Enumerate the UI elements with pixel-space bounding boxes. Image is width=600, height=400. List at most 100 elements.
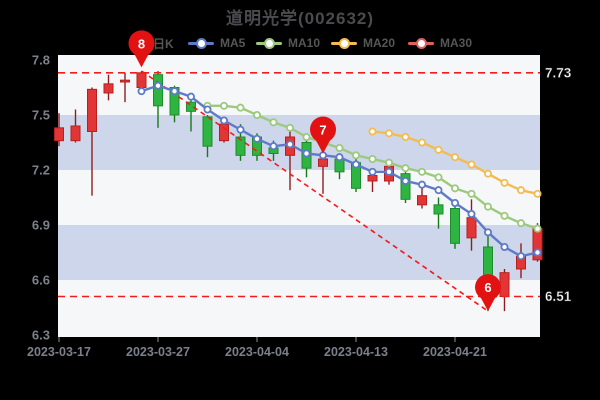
legend-item-ma5[interactable]: MA5 <box>188 35 245 51</box>
marker-8-balloon <box>128 30 155 57</box>
ma5-point <box>137 87 146 96</box>
background-band <box>58 115 540 170</box>
ma20-point <box>483 169 492 178</box>
candle-up <box>367 175 378 182</box>
ma10-point <box>517 219 526 228</box>
ma30-legend-ring-icon <box>416 37 427 49</box>
ma10-point <box>236 103 245 112</box>
ma10-point <box>335 143 344 152</box>
ma20-legend-line-icon <box>331 37 357 49</box>
candle-up <box>120 79 130 83</box>
ma20-legend-ring-icon <box>339 37 350 49</box>
chart-title: 道明光学(002632) <box>225 9 375 28</box>
ma30-legend-line-icon <box>408 37 434 49</box>
ma10-point <box>269 118 278 127</box>
candle-up <box>54 127 64 142</box>
candle-up <box>318 158 328 167</box>
legend-item-ma30[interactable]: MA30 <box>408 35 472 51</box>
legend-label-daily-k: 日K <box>153 36 174 51</box>
marker-6-balloon <box>475 274 501 301</box>
candle-up <box>466 217 477 239</box>
ma5-point <box>236 125 245 134</box>
ma5-point <box>153 81 162 90</box>
ma20-point <box>434 145 443 154</box>
x-axis-label: 2023-04-04 <box>225 345 289 359</box>
x-axis-label: 2023-04-13 <box>324 345 388 359</box>
high-value-label: 7.73 <box>545 66 572 81</box>
ma5-point <box>335 153 344 162</box>
marker-6-label: 6 <box>484 280 491 295</box>
ma5-point <box>401 176 410 185</box>
ma5-point <box>351 160 360 169</box>
ma5-legend-ring-icon <box>196 37 207 49</box>
x-axis-label: 2023-04-21 <box>423 345 487 359</box>
low-value-label: 6.51 <box>545 289 572 304</box>
ma10-point <box>368 154 377 163</box>
ma20-point <box>417 138 426 147</box>
ma5-point <box>483 228 492 237</box>
ma10-point <box>219 101 228 110</box>
ma5-point <box>533 248 542 257</box>
candle-up <box>87 88 97 133</box>
candle-down <box>400 173 411 200</box>
plot-background <box>58 55 540 337</box>
ma10-point <box>302 132 311 141</box>
ma5-point <box>269 142 278 151</box>
ma10-point <box>252 111 261 120</box>
y-axis-label: 7.8 <box>32 53 50 68</box>
y-axis-label: 6.6 <box>32 273 50 288</box>
x-axis-label: 2023-03-27 <box>126 345 190 359</box>
ma20-point <box>450 153 459 162</box>
ma10-legend-line-icon <box>256 37 282 49</box>
ma5-point <box>219 116 228 125</box>
marker-8-label: 8 <box>138 36 145 51</box>
ma5-point <box>302 149 311 158</box>
ma10-legend-ring-icon <box>264 37 275 49</box>
candle-down <box>202 116 213 147</box>
legend-label-ma10: MA10 <box>288 36 321 50</box>
ma10-point <box>285 123 294 132</box>
ma5-point <box>467 209 476 218</box>
ma5-point <box>368 167 377 176</box>
candle-up <box>499 272 510 297</box>
marker-balloon-tail <box>315 139 331 154</box>
ma5-point <box>450 198 459 207</box>
ma20-point <box>467 160 476 169</box>
candle-up <box>70 125 81 142</box>
marker-balloon-tail <box>134 53 149 68</box>
trend-dashed-line <box>141 70 489 312</box>
candle-down <box>433 204 444 215</box>
ma10-point <box>434 173 443 182</box>
legend-item-ma20[interactable]: MA20 <box>331 35 395 51</box>
y-axis-label: 6.9 <box>32 218 50 233</box>
candle-up <box>103 83 114 94</box>
ma10-point <box>500 211 509 220</box>
candle-up <box>219 123 229 142</box>
marker-balloon-tail <box>480 297 496 312</box>
ma20-point <box>500 178 509 187</box>
x-axis-label: 2023-03-17 <box>27 345 91 359</box>
candle-down <box>450 208 460 244</box>
candle-up <box>417 195 427 206</box>
legend-item-daily-k[interactable]: 日K <box>153 35 174 51</box>
ma5-point <box>252 134 261 143</box>
candle-down <box>186 101 196 112</box>
ma5-point <box>203 105 212 114</box>
y-axis-label: 7.2 <box>32 163 50 178</box>
legend-label-ma5: MA5 <box>220 36 246 50</box>
ma10-point <box>384 158 393 167</box>
ma20-point <box>533 189 542 198</box>
y-axis-label: 7.5 <box>32 108 50 123</box>
ma10-point <box>417 167 426 176</box>
ma20-point <box>401 132 410 141</box>
ma5-point <box>500 242 509 251</box>
marker-7-label: 7 <box>319 122 326 137</box>
ma5-point <box>285 140 294 149</box>
ma10-point <box>351 151 360 160</box>
legend-item-ma10[interactable]: MA10 <box>256 35 320 51</box>
ma10-point <box>533 224 542 233</box>
candle-down <box>153 74 163 107</box>
candle-down <box>235 136 246 156</box>
legend-label-ma30: MA30 <box>440 36 473 50</box>
